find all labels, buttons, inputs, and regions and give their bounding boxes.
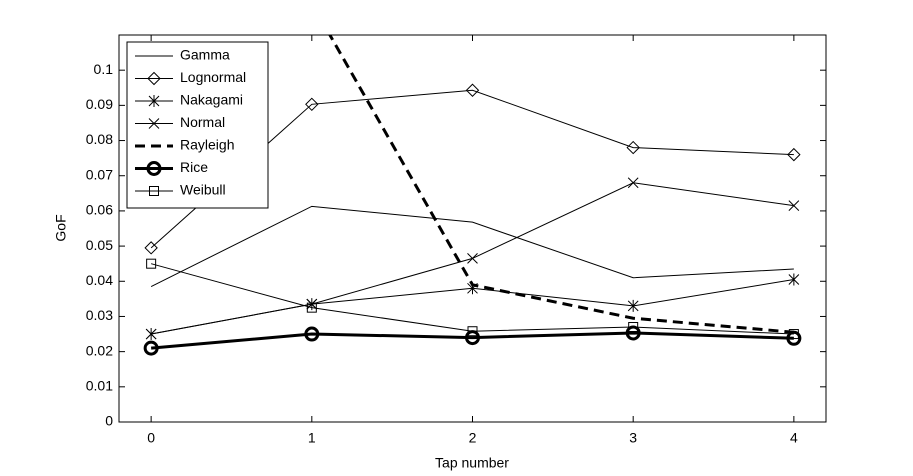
x-tick-label: 4	[790, 430, 798, 446]
marker	[627, 177, 639, 189]
marker	[467, 326, 478, 337]
marker	[626, 140, 640, 155]
y-tick-label: 0.03	[86, 307, 113, 323]
y-axis-label: GoF	[53, 214, 69, 241]
series-line	[150, 205, 794, 287]
y-tick-label: 0.04	[86, 272, 113, 288]
marker	[788, 329, 799, 340]
legend-label: Nakagami	[180, 92, 243, 108]
x-tick-label: 2	[469, 430, 477, 446]
marker	[628, 322, 639, 333]
y-tick-label: 0.09	[86, 96, 113, 112]
y-tick-label: 0.01	[86, 378, 113, 394]
y-tick-label: 0.1	[94, 61, 114, 77]
x-tick-label: 0	[147, 430, 155, 446]
marker	[305, 97, 319, 112]
marker	[786, 330, 802, 346]
legend: Gamma Lognormal Nakagami Normal Rayleigh Rice…	[126, 41, 269, 209]
marker	[627, 299, 639, 312]
marker	[788, 273, 800, 286]
y-tick-label: 0.06	[86, 202, 113, 218]
series-line	[151, 331, 794, 350]
legend-marker	[149, 186, 159, 196]
marker	[144, 241, 158, 255]
marker	[306, 302, 317, 313]
legend-box	[126, 41, 269, 209]
legend-label: Rice	[180, 159, 208, 175]
x-tick-label: 3	[629, 430, 637, 446]
marker	[143, 340, 159, 356]
x-tick-label: 1	[308, 430, 316, 446]
marker	[146, 258, 157, 269]
y-tick-label: 0.05	[86, 237, 113, 253]
legend-label: Lognormal	[180, 69, 246, 85]
marker	[304, 326, 320, 342]
marker	[467, 253, 478, 264]
marker	[306, 298, 318, 310]
legend-label: Weibull	[180, 182, 226, 198]
y-tick-label: 0	[105, 413, 113, 429]
x-axis-label: Tap number	[435, 455, 509, 471]
legend-label: Normal	[180, 114, 225, 130]
y-tick-label: 0.08	[86, 131, 113, 147]
y-tick-label: 0.02	[86, 342, 113, 358]
marker	[465, 83, 480, 97]
marker	[145, 328, 157, 340]
marker	[788, 200, 800, 211]
legend-marker	[148, 95, 160, 107]
legend-label: Rayleigh	[180, 137, 234, 153]
marker	[787, 147, 801, 162]
legend-marker	[147, 71, 161, 86]
legend-marker	[146, 161, 162, 176]
axes-box	[118, 34, 827, 423]
plot-area	[143, 35, 802, 356]
legend-label: Gamma	[180, 47, 230, 63]
series-line	[328, 35, 794, 334]
series-line	[151, 263, 794, 335]
y-tick-label: 0.07	[86, 166, 113, 182]
legend-marker	[148, 118, 160, 129]
